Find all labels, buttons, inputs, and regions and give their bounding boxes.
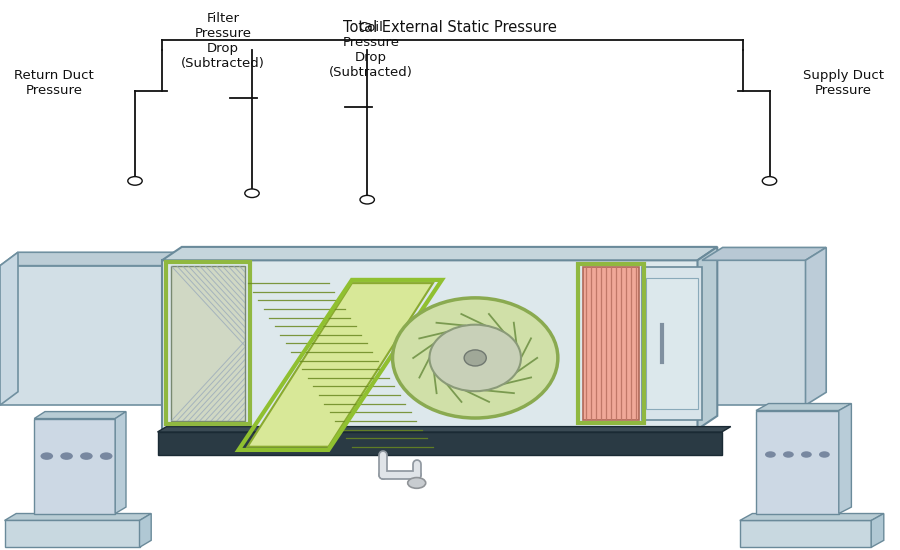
Circle shape: [762, 177, 777, 185]
Text: Supply Duct
Pressure: Supply Duct Pressure: [803, 69, 884, 97]
Polygon shape: [702, 248, 826, 260]
Text: Total External Static Pressure: Total External Static Pressure: [343, 20, 557, 35]
Circle shape: [360, 195, 374, 204]
Circle shape: [245, 189, 259, 197]
Polygon shape: [756, 410, 839, 514]
Bar: [171, 266, 245, 421]
Polygon shape: [4, 514, 151, 520]
Circle shape: [819, 452, 830, 458]
Text: Coil
Pressure
Drop
(Subtracted): Coil Pressure Drop (Subtracted): [328, 21, 413, 79]
Polygon shape: [248, 283, 433, 447]
Polygon shape: [839, 404, 851, 514]
Polygon shape: [34, 419, 115, 514]
Circle shape: [80, 452, 93, 460]
Polygon shape: [0, 252, 18, 405]
Bar: [166, 262, 250, 425]
Circle shape: [765, 452, 776, 458]
Bar: [642, 267, 702, 420]
Polygon shape: [740, 520, 871, 547]
Polygon shape: [162, 247, 717, 260]
Circle shape: [408, 477, 426, 488]
Polygon shape: [158, 427, 731, 432]
Ellipse shape: [464, 350, 486, 366]
Circle shape: [128, 177, 142, 185]
Circle shape: [40, 452, 53, 460]
Text: Filter
Pressure
Drop
(Subtracted): Filter Pressure Drop (Subtracted): [181, 12, 266, 70]
Bar: [578, 264, 644, 424]
Polygon shape: [806, 248, 826, 405]
Polygon shape: [702, 260, 806, 405]
Polygon shape: [756, 404, 851, 410]
Polygon shape: [0, 252, 194, 266]
Polygon shape: [740, 514, 884, 520]
Polygon shape: [158, 432, 722, 454]
Circle shape: [100, 452, 112, 460]
Circle shape: [60, 452, 73, 460]
Ellipse shape: [429, 324, 521, 391]
Polygon shape: [871, 514, 884, 547]
Polygon shape: [115, 411, 126, 514]
Ellipse shape: [392, 298, 558, 418]
Circle shape: [783, 452, 794, 458]
Polygon shape: [34, 411, 126, 419]
Polygon shape: [0, 266, 176, 405]
Polygon shape: [698, 247, 717, 430]
Circle shape: [801, 452, 812, 458]
Text: Return Duct
Pressure: Return Duct Pressure: [14, 69, 94, 97]
Bar: [162, 260, 698, 430]
Bar: [583, 267, 639, 420]
Bar: [646, 278, 698, 409]
Polygon shape: [140, 514, 151, 547]
Polygon shape: [4, 520, 140, 547]
